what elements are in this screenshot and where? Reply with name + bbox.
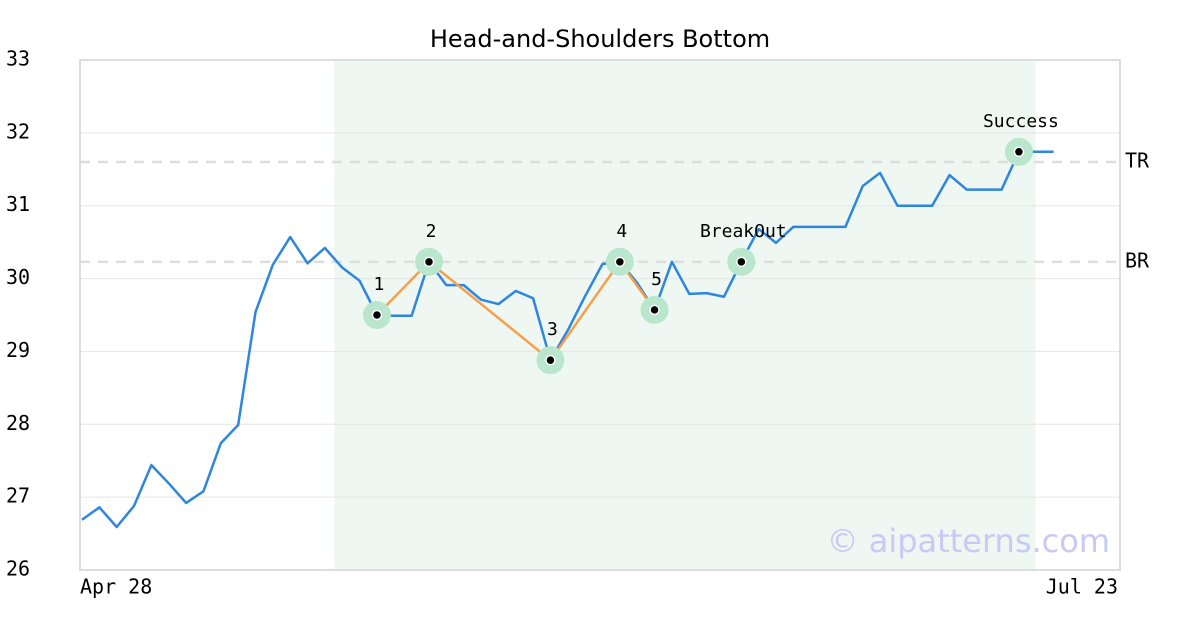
point: [423, 256, 435, 268]
point-label: 2: [426, 221, 437, 242]
y-tick-label: 31: [6, 192, 30, 216]
point: [371, 309, 383, 321]
x-tick-label: Jul 23: [1046, 575, 1118, 599]
y-tick-label: 29: [6, 338, 30, 362]
price-line: [81, 150, 1054, 529]
point-label: 3: [547, 319, 558, 340]
point-label: 4: [616, 221, 627, 242]
plot-frame: [79, 59, 1121, 571]
y-tick-label: 26: [6, 557, 30, 581]
chart-title: Head-and-Shoulders Bottom: [430, 25, 770, 53]
watermark: © aipatterns.com: [827, 522, 1110, 560]
y-tick-label: 33: [6, 47, 30, 71]
level-label: TR: [1125, 149, 1150, 173]
point: [614, 256, 626, 268]
x-tick-label: Apr 28: [80, 575, 152, 599]
point: [1013, 146, 1025, 158]
point-label: 1: [374, 274, 385, 295]
y-tick-label: 30: [6, 265, 30, 289]
y-tick-label: 32: [6, 119, 30, 143]
level-label: BR: [1125, 248, 1150, 272]
y-tick-label: 27: [6, 484, 30, 508]
y-tick-label: 28: [6, 411, 30, 435]
point-label: 5: [651, 269, 662, 290]
pattern-region: [334, 60, 1036, 570]
point: [545, 354, 556, 366]
point-label: Success: [983, 111, 1059, 132]
point: [649, 304, 660, 316]
point: [736, 256, 747, 268]
point-label: BreakOut: [700, 221, 787, 242]
